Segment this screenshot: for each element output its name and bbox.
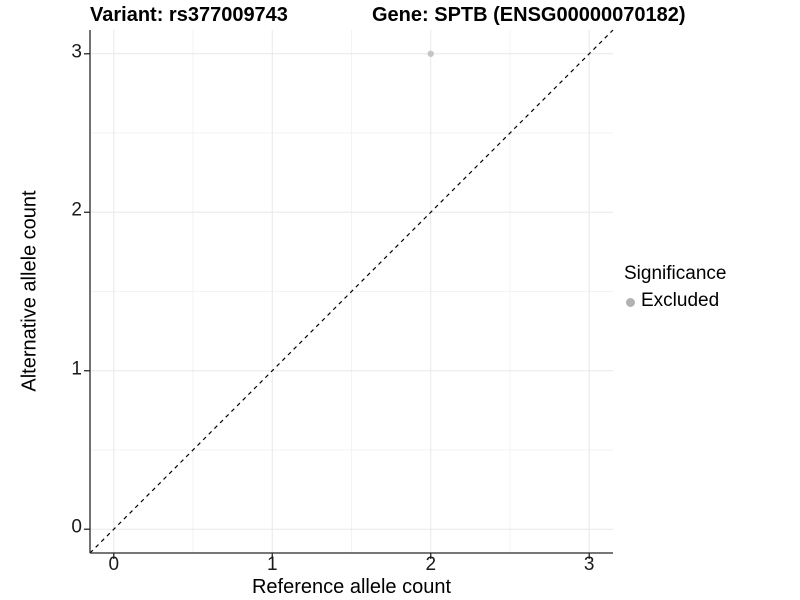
- plot-title-gene: Gene: SPTB (ENSG00000070182): [372, 4, 686, 26]
- data-point-excluded: [427, 50, 434, 57]
- y-tick-label: 0: [71, 516, 82, 538]
- legend: Significance Excluded: [624, 263, 726, 312]
- legend-title: Significance: [624, 263, 727, 284]
- y-tick-label: 3: [71, 41, 82, 63]
- x-tick-label: 1: [266, 554, 278, 575]
- plot-title-variant: Variant: rs377009743: [90, 4, 288, 26]
- legend-item-excluded: Excluded: [624, 290, 726, 312]
- y-tick-label: 2: [71, 199, 82, 221]
- identity-dashed-line: [89, 29, 614, 554]
- x-tick-label: 0: [108, 554, 120, 575]
- legend-item-label: Excluded: [641, 290, 720, 311]
- excluded-dot-icon: [626, 297, 635, 307]
- x-axis-title: Reference allele count: [251, 576, 451, 598]
- y-tick-label: 1: [71, 358, 82, 380]
- x-tick-label: 3: [583, 554, 595, 575]
- x-tick-label: 2: [425, 554, 437, 575]
